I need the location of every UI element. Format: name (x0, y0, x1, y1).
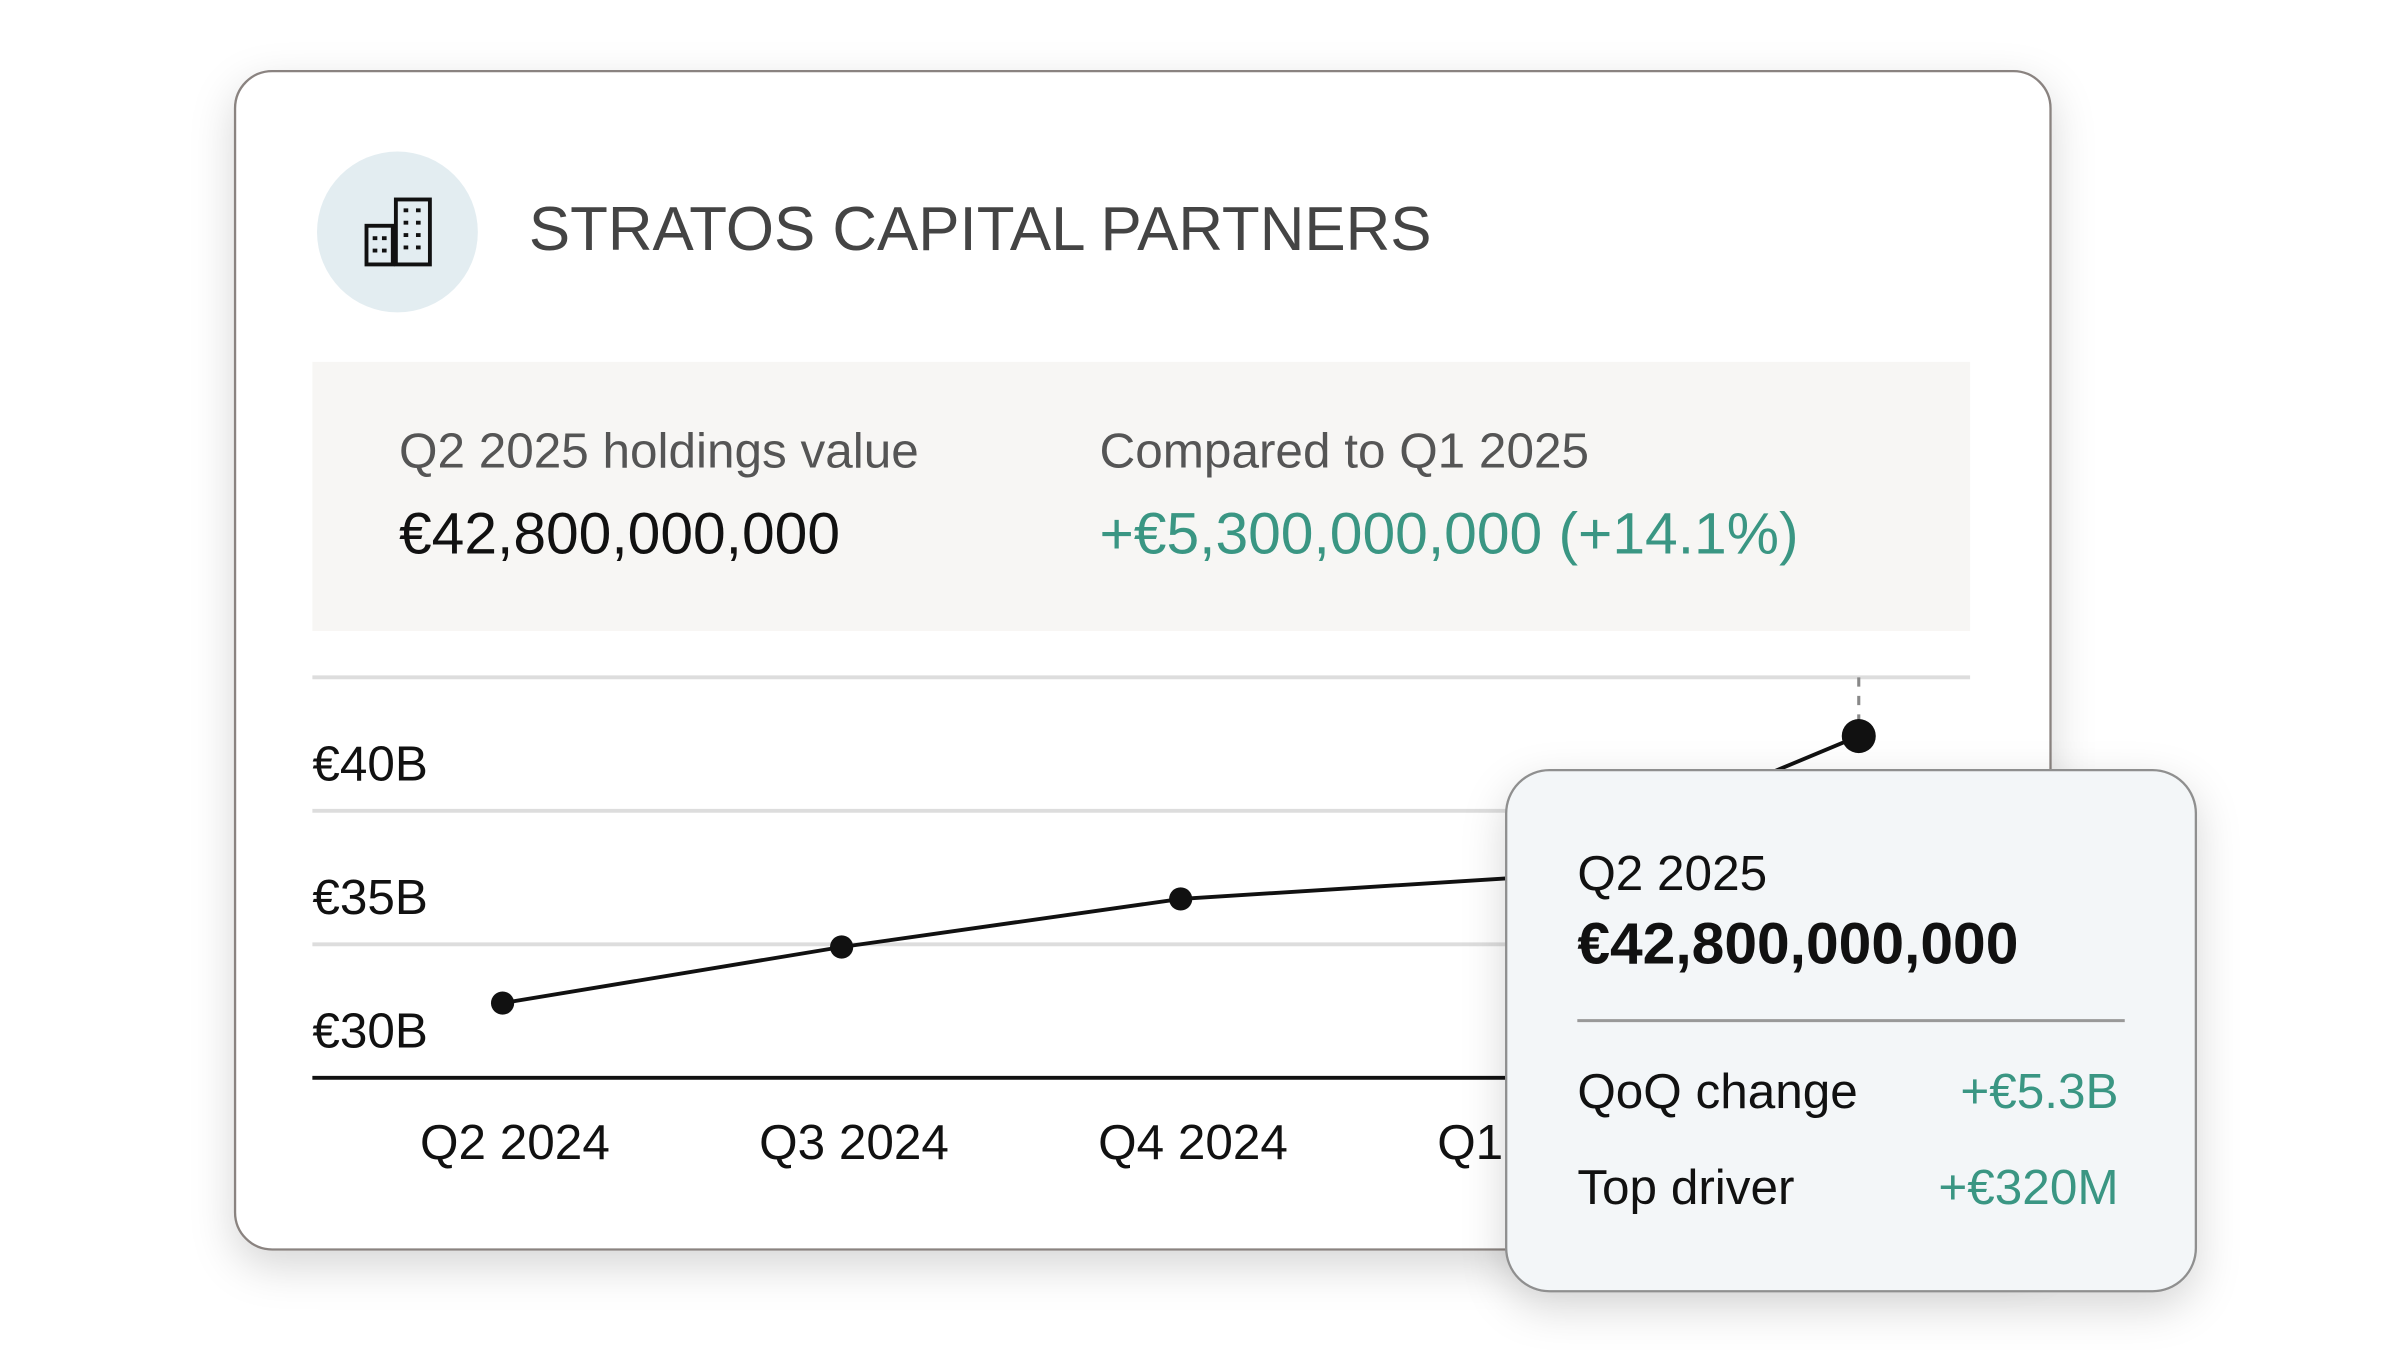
y-tick-label: €30B (312, 1004, 428, 1059)
company-title: STRATOS CAPITAL PARTNERS (529, 195, 1432, 264)
tooltip: Q2 2025 €42,800,000,000 QoQ change +€5.3… (1505, 768, 2198, 1293)
tooltip-row-value: +€320M (1938, 1160, 2118, 1215)
tooltip-row-value: +€5.3B (1960, 1064, 2118, 1119)
tooltip-value: €42,800,000,000 (1577, 911, 2018, 976)
y-tick-label: €40B (312, 737, 428, 792)
tooltip-period: Q2 2025 (1577, 846, 1767, 901)
x-tick-label: Q4 2024 (1098, 1115, 1288, 1170)
tooltip-row-label: Top driver (1577, 1160, 1794, 1215)
summary-label: Q2 2025 holdings value (399, 424, 919, 479)
x-tick-label: Q2 2024 (420, 1115, 610, 1170)
tooltip-row-label: QoQ change (1577, 1064, 1858, 1119)
data-point (490, 991, 515, 1015)
data-point (830, 935, 854, 959)
compare-value: +€5,300,000,000 (+14.1%) (1099, 502, 1798, 567)
x-tick-label: Q3 2024 (759, 1115, 949, 1170)
compare-label: Compared to Q1 2025 (1099, 424, 1589, 479)
tooltip-box (1505, 768, 2198, 1293)
building-icon (364, 197, 432, 267)
data-point (1169, 887, 1193, 911)
data-point (1841, 719, 1876, 754)
y-tick-label: €35B (312, 870, 428, 925)
summary-panel (312, 361, 1971, 631)
summary-value: €42,800,000,000 (399, 502, 840, 567)
